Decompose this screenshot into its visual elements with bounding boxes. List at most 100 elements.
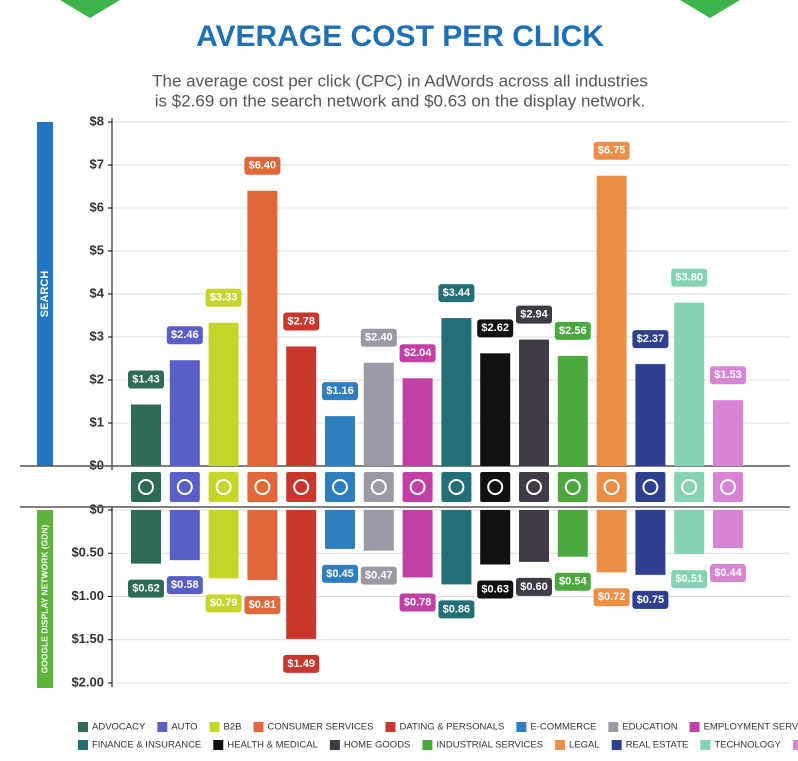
value-chip (166, 326, 203, 345)
subtitle: is $2.69 on the search network and $0.63… (155, 91, 645, 110)
display-bar (519, 510, 549, 562)
value-label: $0.54 (559, 576, 587, 588)
category-icon-glyph (487, 479, 504, 495)
value-chip (671, 570, 708, 589)
display-bar (286, 510, 317, 639)
legend-swatch (792, 740, 798, 750)
value-chip (360, 566, 397, 585)
display-bar (208, 510, 239, 579)
legend-label: CONSUMER SERVICES (268, 722, 374, 733)
value-chip (360, 328, 397, 347)
axis-label: SEARCH (39, 271, 51, 318)
y-tick-label: $0 (90, 457, 104, 472)
display-bar (480, 510, 511, 565)
display-bar (596, 510, 627, 573)
value-label: $1.43 (132, 373, 160, 385)
search-bar (557, 355, 588, 466)
category-icon-glyph (448, 479, 465, 495)
value-chip (710, 366, 746, 385)
value-chip (128, 370, 164, 389)
value-label: $0.45 (326, 568, 354, 580)
value-label: $3.80 (675, 272, 703, 284)
value-chip (710, 564, 746, 583)
value-label: $0.63 (481, 583, 509, 595)
value-label: $0.81 (249, 599, 277, 611)
legend-label: LEGAL (569, 740, 600, 751)
search-bar (635, 364, 666, 466)
legend-swatch (422, 740, 433, 750)
category-icon (441, 472, 472, 502)
search-bar (363, 362, 394, 466)
y-tick-label: $4 (90, 285, 105, 300)
search-bar (208, 322, 239, 466)
category-icon-glyph (642, 479, 659, 495)
category-icon-glyph (254, 479, 271, 495)
value-chip (593, 141, 630, 160)
search-bar (325, 416, 355, 466)
value-chip (632, 330, 669, 349)
value-label: $2.37 (637, 333, 665, 345)
category-icon-glyph (526, 479, 542, 495)
y-tick-label: $2.00 (71, 674, 104, 689)
category-icon-glyph (293, 479, 310, 495)
axis-label-box (37, 122, 53, 466)
value-chip (593, 588, 630, 607)
value-chip (283, 654, 320, 673)
y-tick-label: $8 (90, 113, 104, 128)
category-icon (208, 472, 239, 502)
legend-swatch (608, 722, 619, 732)
category-icon (635, 472, 666, 502)
legend-label: EDUCATION (622, 722, 677, 733)
category-icon-glyph (215, 479, 232, 495)
y-tick-label: $2 (90, 371, 104, 386)
value-chip (399, 344, 436, 363)
display-bar (325, 510, 355, 549)
value-label: $1.53 (714, 369, 742, 381)
value-label: $0.86 (443, 603, 471, 615)
value-chip (632, 590, 669, 609)
legend-swatch (253, 722, 264, 732)
axis-label-box (37, 510, 53, 688)
category-icon-glyph (720, 479, 736, 495)
value-chip (438, 600, 475, 619)
value-label: $6.75 (598, 145, 626, 157)
chart-title: AVERAGE COST PER CLICK (196, 20, 604, 53)
display-bar (131, 510, 161, 564)
category-icon (480, 472, 511, 502)
search-bar (286, 346, 317, 466)
legend-swatch (213, 740, 224, 750)
value-chip (671, 268, 708, 287)
search-bar (131, 404, 161, 466)
category-icon-glyph (603, 479, 620, 495)
display-bar (441, 510, 472, 585)
category-icon (169, 472, 200, 502)
value-label: $0.78 (404, 596, 432, 608)
value-label: $3.44 (443, 287, 471, 299)
search-bar (402, 378, 433, 466)
search-bar (169, 360, 200, 466)
value-chip (283, 312, 320, 331)
category-icon (713, 472, 743, 502)
display-bar (713, 510, 743, 549)
legend-label: AUTO (171, 722, 197, 733)
value-label: $6.40 (249, 160, 277, 172)
category-icon (131, 472, 161, 502)
value-label: $0.47 (365, 570, 393, 582)
category-icon (286, 472, 317, 502)
value-label: $0.62 (132, 583, 160, 595)
display-bar (363, 510, 394, 551)
value-chip (477, 319, 514, 338)
display-bar (247, 510, 278, 581)
value-chip (438, 284, 475, 303)
category-icon (596, 472, 627, 502)
legend-swatch (611, 740, 622, 750)
legend-label: E-COMMERCE (530, 722, 596, 733)
y-tick-label: $5 (90, 242, 104, 257)
display-bar (402, 510, 433, 578)
value-chip (322, 382, 358, 401)
value-label: $2.40 (365, 332, 393, 344)
category-icon-glyph (681, 479, 698, 495)
legend-label: ADVOCACY (92, 722, 146, 733)
value-chip (516, 305, 552, 324)
y-tick-label: $7 (90, 156, 104, 171)
